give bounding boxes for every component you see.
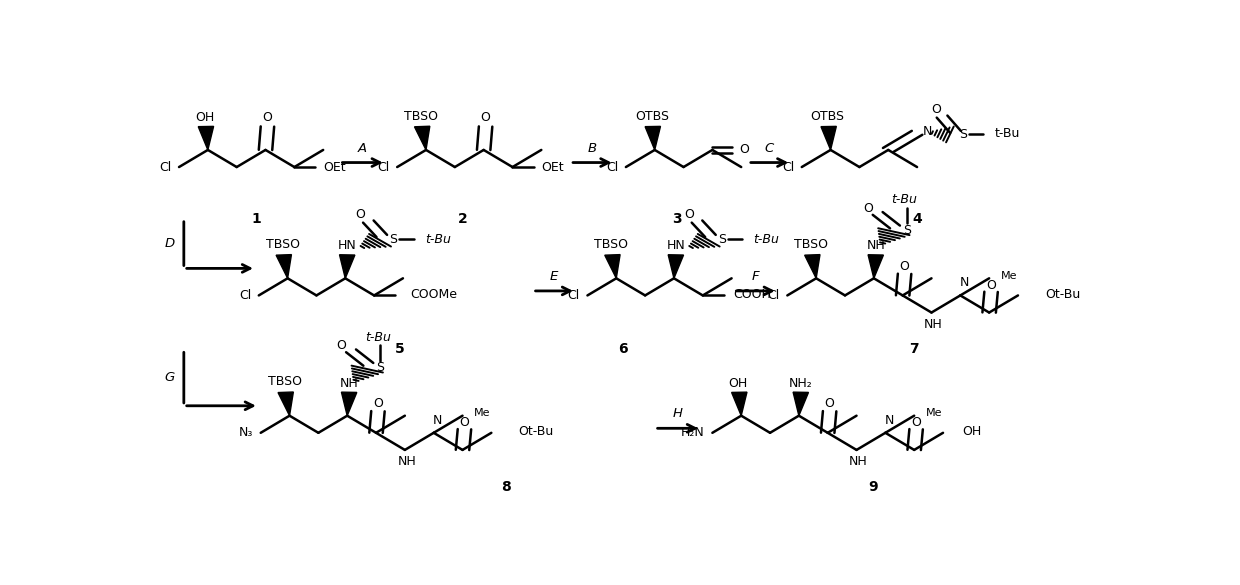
Text: O: O	[460, 417, 470, 429]
Text: NH: NH	[849, 455, 868, 468]
Text: NH: NH	[867, 239, 885, 252]
Text: NH₂: NH₂	[789, 377, 812, 390]
Text: E: E	[551, 270, 558, 283]
Polygon shape	[341, 392, 357, 416]
Text: t-Bu: t-Bu	[425, 233, 451, 246]
Text: TBSO: TBSO	[404, 109, 438, 123]
Text: 8: 8	[501, 480, 511, 494]
Text: 9: 9	[868, 480, 878, 494]
Text: Cl: Cl	[606, 160, 619, 174]
Text: B: B	[588, 142, 596, 154]
Text: O: O	[739, 143, 749, 156]
Text: H₂N: H₂N	[681, 426, 704, 439]
Text: OEt: OEt	[542, 160, 564, 174]
Text: O: O	[481, 111, 491, 124]
Text: Me: Me	[1001, 271, 1017, 281]
Text: G: G	[164, 371, 175, 384]
Text: Cl: Cl	[159, 160, 171, 174]
Polygon shape	[198, 126, 213, 150]
Text: S: S	[376, 361, 384, 374]
Text: t-Bu: t-Bu	[754, 233, 780, 246]
Text: OH: OH	[962, 425, 982, 438]
Text: NH: NH	[340, 377, 358, 390]
Text: HN: HN	[337, 239, 357, 252]
Polygon shape	[821, 126, 836, 150]
Text: 7: 7	[909, 342, 919, 356]
Text: N: N	[960, 276, 968, 290]
Text: C: C	[765, 142, 774, 154]
Text: Cl: Cl	[768, 289, 780, 302]
Text: 1: 1	[250, 212, 260, 226]
Text: COOMe: COOMe	[410, 288, 458, 301]
Text: A: A	[358, 142, 367, 154]
Text: O: O	[911, 417, 921, 429]
Text: O: O	[684, 208, 694, 221]
Text: H: H	[673, 407, 683, 421]
Polygon shape	[732, 392, 746, 416]
Text: N: N	[433, 414, 443, 426]
Polygon shape	[340, 254, 355, 278]
Text: Cl: Cl	[568, 289, 580, 302]
Text: N: N	[884, 414, 894, 426]
Text: t-Bu: t-Bu	[994, 127, 1021, 140]
Text: N₃: N₃	[238, 426, 253, 439]
Polygon shape	[414, 126, 430, 150]
Text: D: D	[164, 237, 175, 250]
Text: O: O	[263, 111, 273, 124]
Text: Ot-Bu: Ot-Bu	[518, 425, 553, 438]
Polygon shape	[668, 254, 683, 278]
Text: Cl: Cl	[781, 160, 794, 174]
Text: 6: 6	[619, 342, 627, 356]
Polygon shape	[805, 254, 820, 278]
Polygon shape	[645, 126, 661, 150]
Polygon shape	[868, 254, 883, 278]
Polygon shape	[794, 392, 808, 416]
Text: COOH: COOH	[734, 288, 771, 301]
Text: O: O	[825, 397, 835, 410]
Text: TBSO: TBSO	[268, 376, 301, 388]
Text: 2: 2	[458, 212, 467, 226]
Text: Ot-Bu: Ot-Bu	[1045, 288, 1080, 301]
Text: O: O	[336, 339, 346, 352]
Text: Me: Me	[474, 408, 491, 418]
Text: t-Bu: t-Bu	[365, 331, 391, 344]
Text: S: S	[960, 128, 967, 140]
Text: O: O	[373, 397, 383, 410]
Text: Cl: Cl	[239, 289, 250, 302]
Text: S: S	[389, 233, 398, 246]
Text: O: O	[986, 279, 996, 292]
Text: t-Bu: t-Bu	[892, 194, 918, 207]
Text: TBSO: TBSO	[594, 238, 629, 251]
Polygon shape	[278, 392, 294, 416]
Text: O: O	[356, 208, 366, 221]
Text: 3: 3	[672, 212, 682, 226]
Text: OH: OH	[729, 377, 748, 390]
Text: Me: Me	[926, 408, 942, 418]
Text: TBSO: TBSO	[795, 238, 828, 251]
Polygon shape	[605, 254, 620, 278]
Text: O: O	[900, 260, 909, 273]
Text: S: S	[903, 223, 910, 236]
Text: N: N	[923, 125, 932, 139]
Text: O: O	[931, 103, 941, 116]
Text: OTBS: OTBS	[635, 109, 668, 123]
Text: S: S	[718, 233, 727, 246]
Text: F: F	[751, 270, 759, 283]
Text: OEt: OEt	[324, 160, 346, 174]
Text: Cl: Cl	[377, 160, 389, 174]
Text: 4: 4	[913, 212, 923, 226]
Text: OTBS: OTBS	[811, 109, 844, 123]
Text: HN: HN	[666, 239, 686, 252]
Text: TBSO: TBSO	[265, 238, 300, 251]
Text: O: O	[863, 202, 873, 215]
Text: NH: NH	[924, 318, 942, 331]
Polygon shape	[277, 254, 291, 278]
Text: 5: 5	[396, 342, 405, 356]
Text: OH: OH	[196, 111, 215, 124]
Text: NH: NH	[397, 455, 417, 468]
